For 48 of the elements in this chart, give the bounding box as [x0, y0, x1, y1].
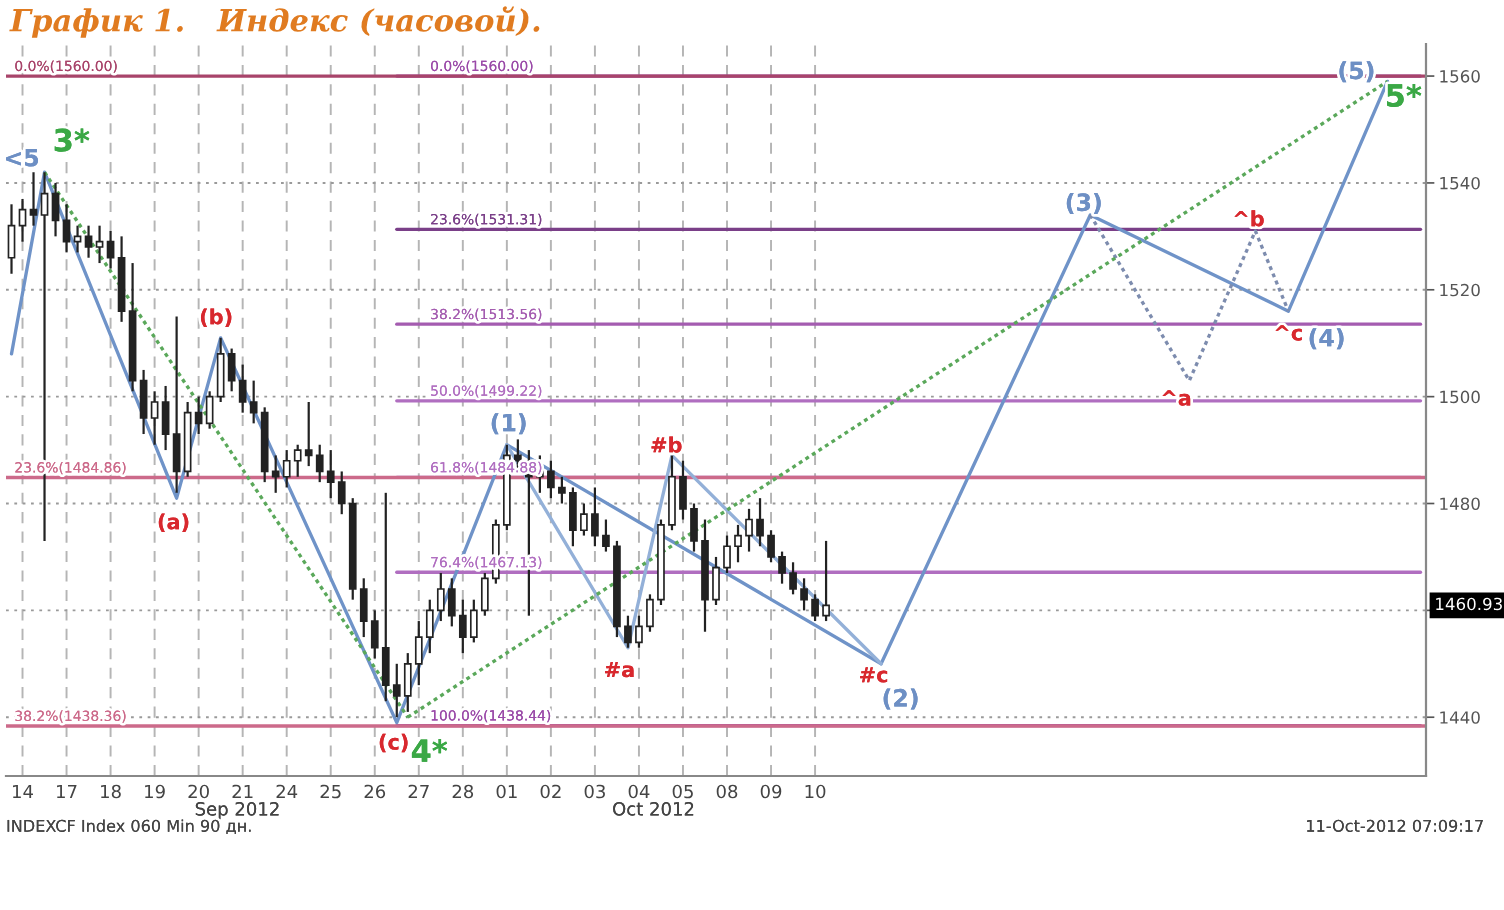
text: INDEXCF Index 060 Min 90 дн.	[7, 819, 251, 834]
x-tick-label: 18	[101, 784, 121, 799]
x-tick-label: 03	[584, 784, 605, 799]
x-tick-label: 05	[672, 784, 693, 799]
x-tick-label: 25	[320, 784, 341, 799]
annotation: (b)	[200, 308, 232, 327]
annotation: <5	[6, 148, 39, 167]
x-tick-label: 17	[57, 784, 77, 799]
x-tick-label: 01	[496, 784, 517, 799]
text: Oct 2012	[613, 801, 694, 816]
annotation: (1)	[491, 413, 526, 435]
annotation: 5*	[1387, 83, 1422, 108]
x-tick-label: 28	[452, 784, 474, 799]
x-tick-label: 24	[276, 784, 298, 799]
x-tick-label: 27	[408, 784, 429, 799]
annotation: 4*	[411, 739, 448, 762]
x-tick-label: 02	[540, 784, 561, 799]
x-tick-label: 04	[628, 784, 650, 799]
y-tick-label: 1560	[1440, 70, 1480, 83]
x-tick-label: 14	[13, 784, 33, 799]
chart-title: График 1. Индекс (часовой).	[9, 6, 540, 38]
y-tick-label: 1520	[1440, 283, 1480, 297]
annotation: ^a	[1162, 390, 1191, 406]
annotation: (2)	[883, 688, 918, 710]
x-tick-label: 21	[232, 784, 253, 799]
x-tick-label: 19	[145, 784, 165, 799]
annotation: (c)	[379, 733, 408, 753]
annotation: (4)	[1309, 328, 1344, 350]
annotation: #b	[651, 436, 682, 453]
x-tick-label: 08	[716, 784, 738, 799]
y-tick-label: 1480	[1440, 497, 1480, 511]
x-tick-label: 26	[364, 784, 386, 799]
y-tick-label: 1500	[1440, 390, 1480, 404]
y-tick-label: 1440	[1440, 711, 1480, 724]
annotation: 3*	[54, 128, 90, 152]
annotation: ^c	[1275, 325, 1302, 341]
x-tick-label: 09	[760, 784, 782, 799]
x-tick-label: 10	[805, 784, 826, 799]
annotation: #a	[605, 662, 634, 678]
annotation: (a)	[158, 513, 189, 532]
annotation: ^b	[1234, 210, 1264, 227]
annotation: #c	[860, 667, 888, 683]
x-tick-label: 20	[188, 784, 209, 799]
text: Sep 2012	[195, 801, 279, 820]
y-tick-label: 1540	[1440, 176, 1480, 190]
annotation: 1460.93	[1436, 597, 1502, 611]
text: 11-Oct-2012 07:09:17	[1307, 819, 1483, 832]
annotation: (3)	[1066, 192, 1101, 214]
